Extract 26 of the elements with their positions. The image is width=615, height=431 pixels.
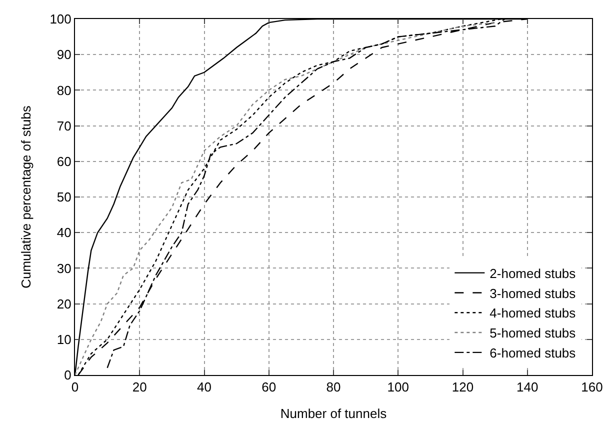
y-tick-label: 0 <box>64 368 72 383</box>
x-tick-label: 120 <box>452 380 474 395</box>
x-tick-label: 100 <box>387 380 409 395</box>
legend-label: 2-homed stubs <box>490 266 576 281</box>
y-tick-label: 10 <box>56 332 72 347</box>
legend-label: 5-homed stubs <box>490 326 576 341</box>
x-tick-label: 20 <box>132 380 147 395</box>
y-tick-label: 90 <box>56 47 72 62</box>
y-tick-label: 30 <box>56 260 72 276</box>
y-tick-label: 80 <box>56 82 72 98</box>
y-axis-title: Cumulative percentage of stubs <box>18 105 34 288</box>
x-tick-label: 140 <box>516 380 538 395</box>
y-tick-label: 60 <box>56 154 72 169</box>
legend-label: 3-homed stubs <box>490 286 576 301</box>
x-tick-label: 60 <box>262 380 276 395</box>
x-tick-label: 40 <box>197 380 212 395</box>
y-tick-label: 100 <box>50 12 72 27</box>
x-tick-label: 160 <box>581 380 603 395</box>
legend-label: 6-homed stubs <box>490 346 576 360</box>
y-tick-label: 20 <box>56 296 72 312</box>
legend-label: 4-homed stubs <box>490 306 576 321</box>
x-axis-title: Number of tunnels <box>280 406 388 422</box>
x-tick-label: 80 <box>326 380 341 395</box>
y-tick-label: 50 <box>56 190 72 205</box>
y-tick-label: 70 <box>56 118 72 134</box>
y-tick-label: 40 <box>56 225 72 240</box>
